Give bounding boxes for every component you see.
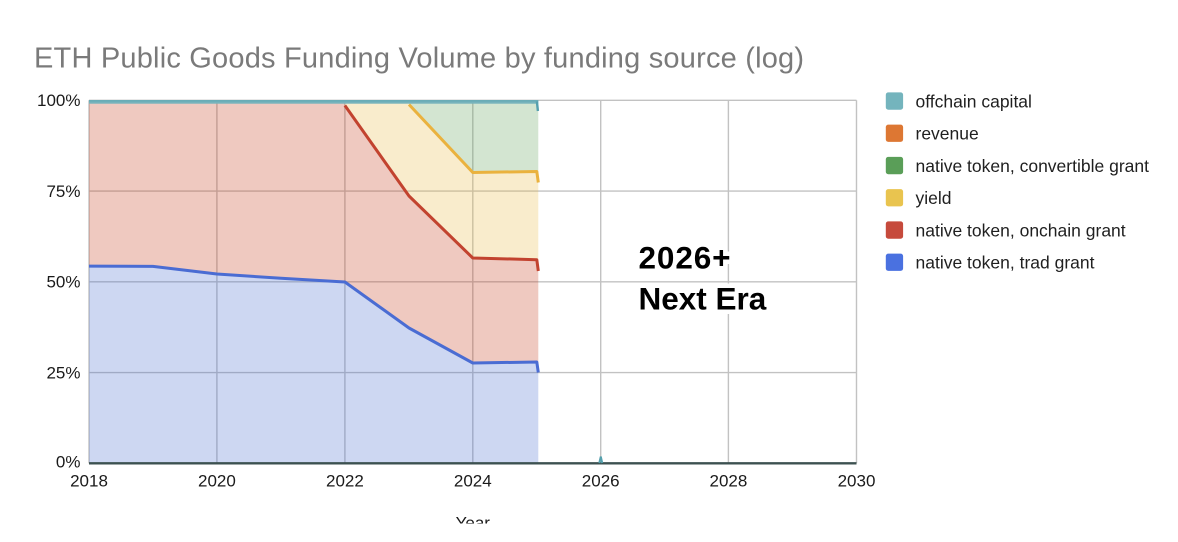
svg-text:0%: 0% [56,453,81,472]
svg-text:2028: 2028 [709,472,747,491]
svg-text:2022: 2022 [326,472,364,491]
svg-text:ETH Public Goods Funding Volum: ETH Public Goods Funding Volume by fundi… [34,43,804,75]
svg-text:2026+: 2026+ [639,240,732,276]
svg-text:2026: 2026 [582,472,620,491]
svg-text:2020: 2020 [198,472,236,491]
svg-text:Year: Year [456,514,491,533]
svg-text:native token, convertible gran: native token, convertible grant [916,156,1150,176]
svg-text:2024: 2024 [454,472,492,491]
svg-text:100%: 100% [37,91,80,110]
svg-text:75%: 75% [46,182,80,201]
svg-text:offchain capital: offchain capital [916,91,1032,111]
svg-text:yield: yield [916,188,952,208]
svg-text:50%: 50% [46,273,80,292]
svg-text:2018: 2018 [70,472,108,491]
svg-text:Next Era: Next Era [639,281,767,317]
svg-text:native token, onchain grant: native token, onchain grant [916,220,1126,240]
svg-text:revenue: revenue [916,124,979,144]
svg-text:native token, trad grant: native token, trad grant [916,253,1095,273]
svg-text:25%: 25% [46,363,80,382]
svg-text:2030: 2030 [838,472,876,491]
